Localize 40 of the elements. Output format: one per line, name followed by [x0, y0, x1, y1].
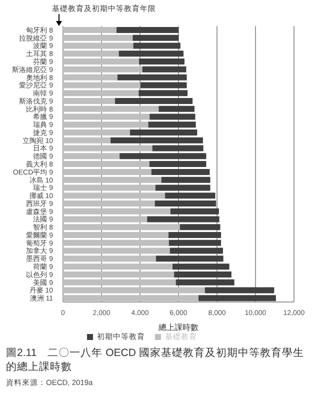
bar	[63, 295, 199, 302]
bar	[63, 90, 139, 96]
bar	[151, 168, 210, 175]
bar	[154, 200, 216, 206]
bar	[63, 161, 150, 168]
bar	[63, 271, 174, 278]
bar	[148, 122, 196, 128]
bar	[63, 192, 166, 199]
bar	[63, 240, 169, 246]
bar	[63, 232, 168, 238]
bar	[139, 58, 184, 65]
bar	[132, 34, 178, 41]
bar	[63, 122, 148, 128]
bar	[172, 264, 230, 270]
bar	[168, 240, 222, 246]
bar	[63, 208, 170, 214]
bar	[110, 137, 203, 144]
bar	[63, 58, 140, 65]
bar	[138, 90, 188, 96]
bar	[149, 161, 206, 168]
bar	[130, 130, 198, 136]
bar	[63, 200, 155, 206]
bar	[63, 66, 142, 72]
bar	[142, 66, 186, 72]
x-axis-title: 總上課時數	[158, 323, 198, 332]
bar	[63, 27, 117, 33]
bar	[114, 98, 193, 104]
bar	[63, 137, 111, 144]
bar	[116, 27, 178, 33]
bar	[168, 232, 222, 238]
bar	[198, 295, 276, 302]
text: 圖2.11 二〇一八年 OECD 國家基礎教育及初期中等教育學生的總上課時數	[6, 346, 305, 374]
bar	[63, 98, 115, 104]
bar	[63, 264, 173, 270]
bar	[63, 168, 152, 175]
bar	[170, 208, 219, 214]
bar	[174, 271, 232, 278]
bar	[63, 34, 133, 41]
bar	[63, 130, 130, 136]
bar	[165, 192, 216, 199]
